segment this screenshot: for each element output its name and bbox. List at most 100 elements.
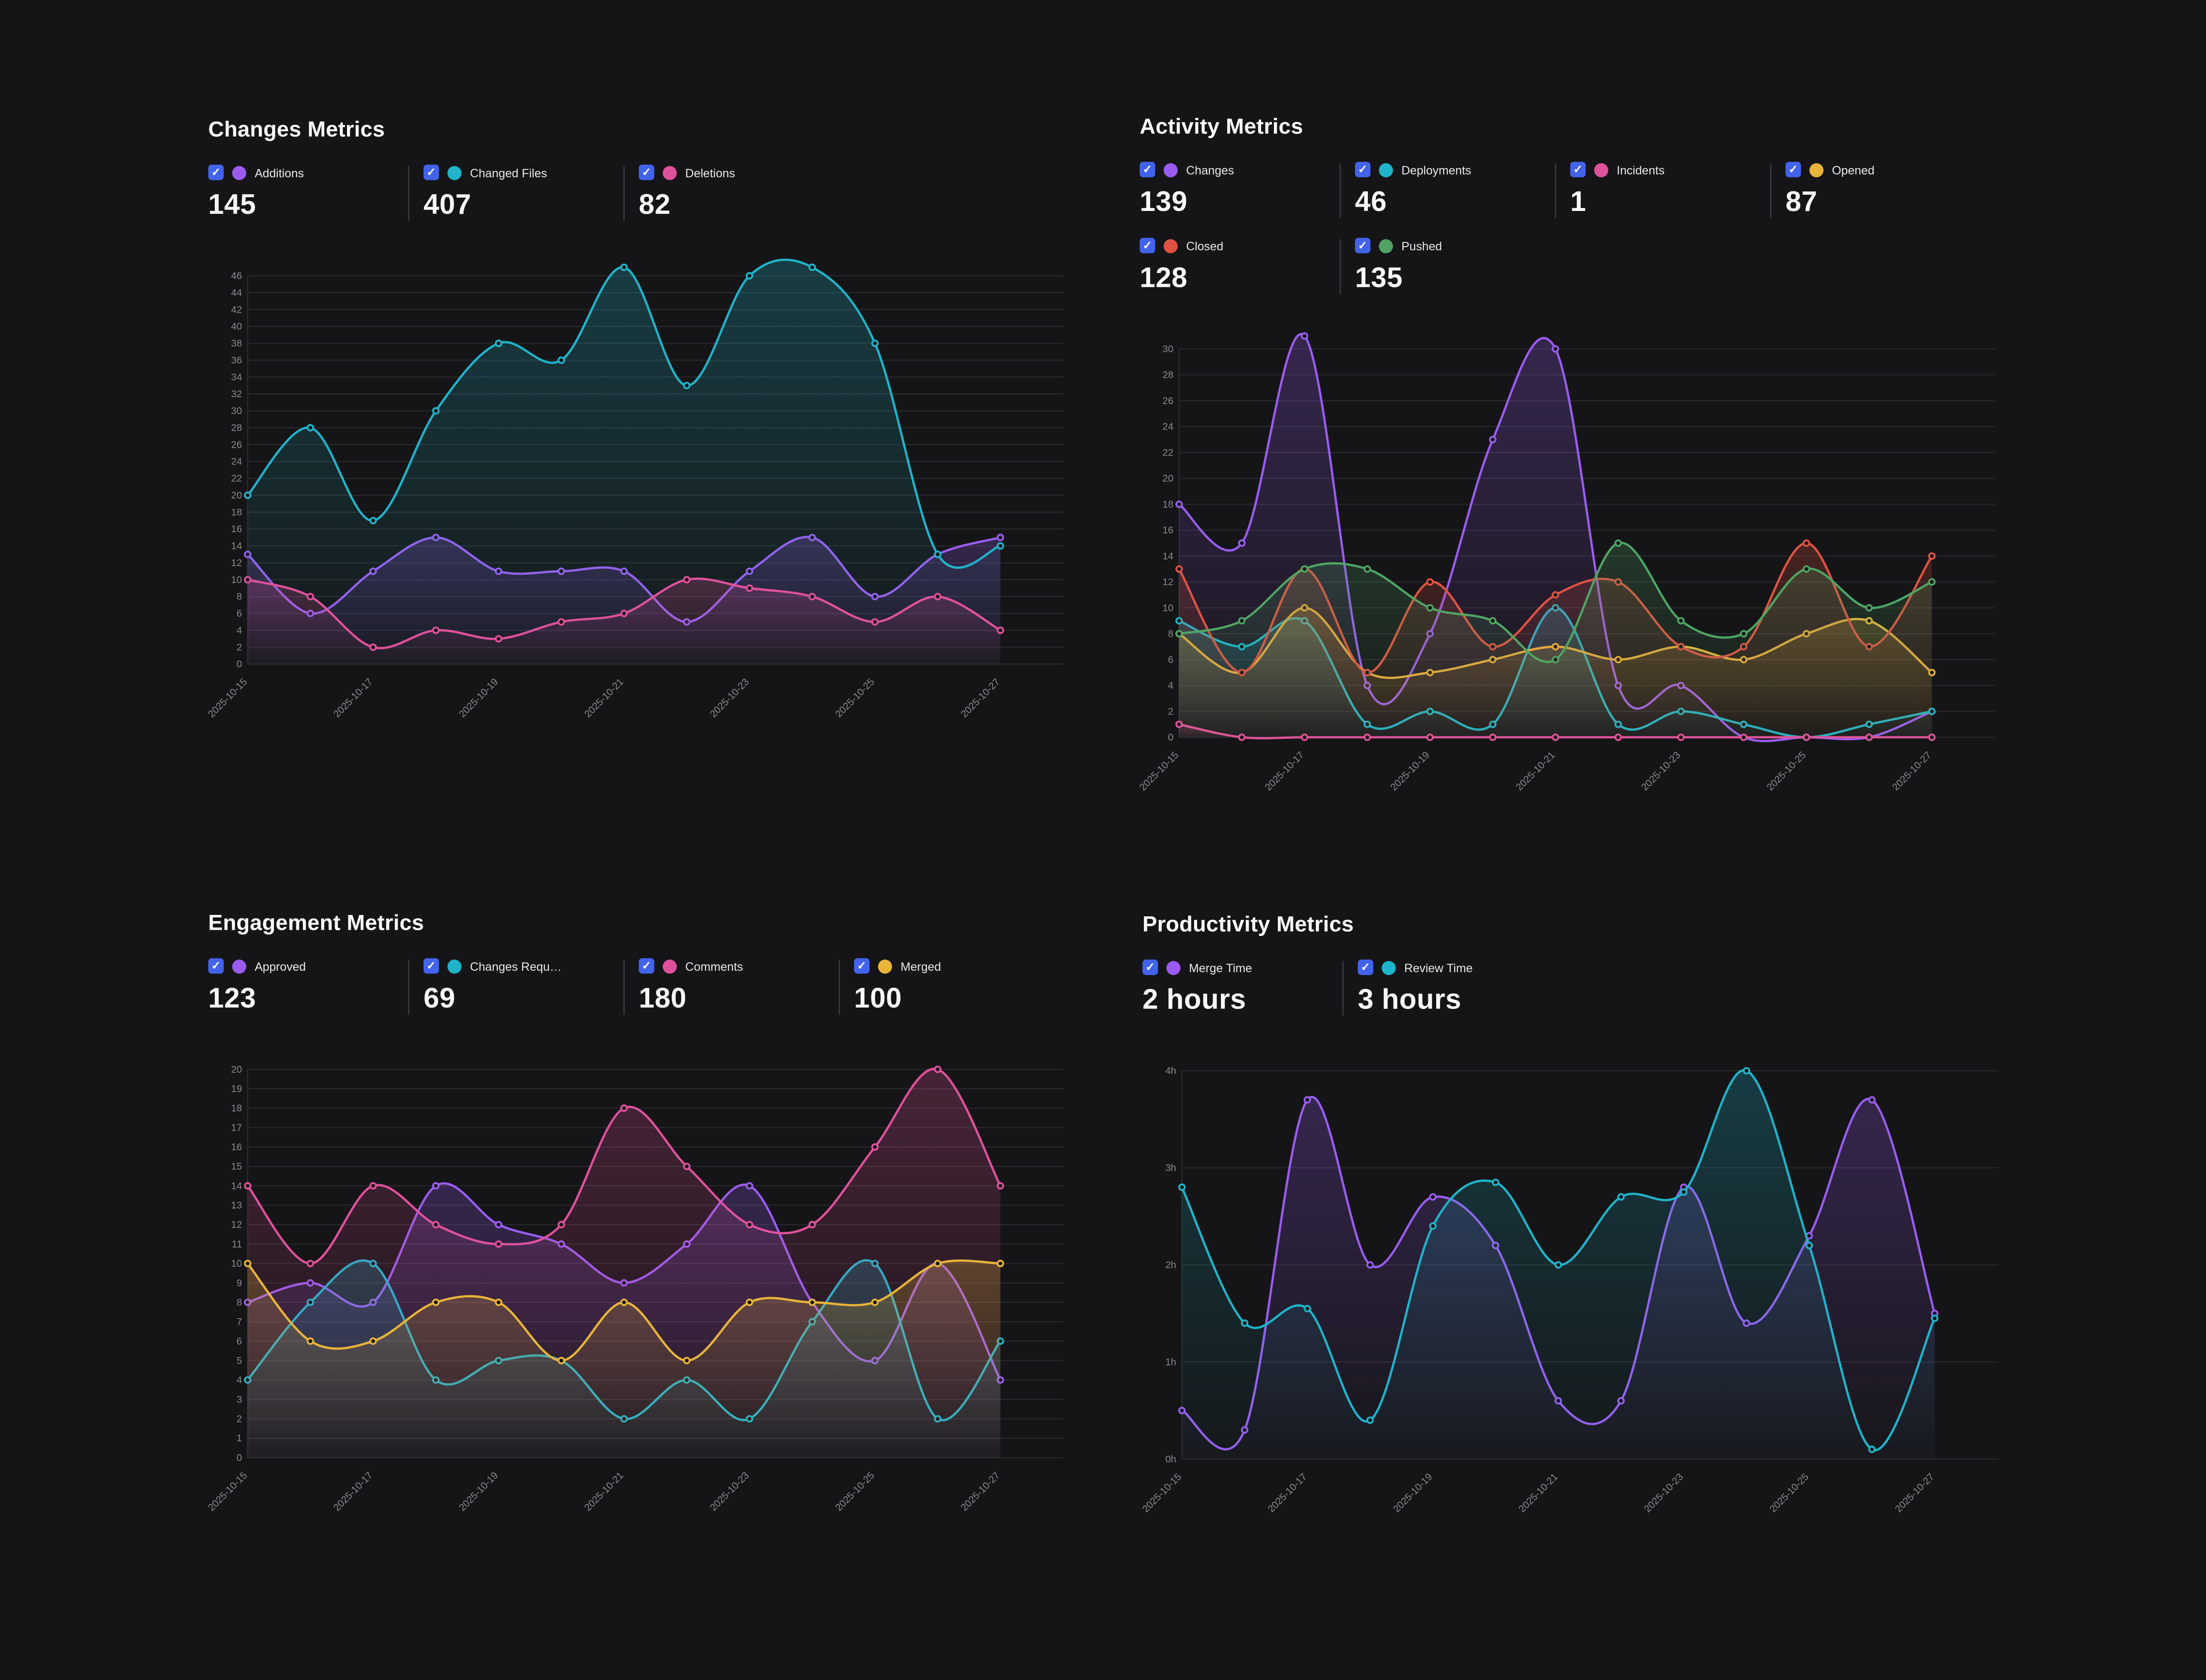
legend-checkbox[interactable] [423, 164, 439, 180]
series-total: 1 [1570, 187, 1586, 218]
legend-item-opened: Opened 87 [1770, 162, 2001, 220]
legend-item-additions: Additions 145 [208, 164, 423, 222]
svg-text:2025-10-25: 2025-10-25 [1767, 1471, 1811, 1515]
series-total: 3 hours [1357, 985, 1461, 1016]
series-total: 135 [1355, 263, 1403, 294]
svg-text:1: 1 [237, 1433, 242, 1444]
series-total: 2 hours [1142, 985, 1246, 1016]
series-color-dot [1163, 238, 1178, 253]
svg-text:26: 26 [231, 439, 242, 450]
series-label: Merge Time [1189, 960, 1252, 975]
legend-item-merge-time: Merge Time 2 hours [1142, 959, 1358, 1018]
svg-text:2025-10-25: 2025-10-25 [833, 1470, 877, 1513]
svg-text:12: 12 [231, 557, 242, 568]
svg-text:46: 46 [231, 271, 242, 282]
legend-checkbox[interactable] [208, 958, 224, 974]
panel-activity-metrics: Activity Metrics Changes 139 Deployments… [1137, 116, 2006, 815]
svg-text:10: 10 [231, 574, 242, 585]
svg-text:6: 6 [237, 608, 242, 619]
svg-text:4h: 4h [1166, 1065, 1177, 1076]
series-total: 123 [208, 983, 256, 1015]
series-label: Incidents [1617, 162, 1665, 177]
series-color-dot [1381, 960, 1396, 975]
productivity-metrics-line-chart[interactable]: 0h 1h 2h 3h 4h 2025-10-15 2025-10-17 2025-10-19… [1140, 1051, 2001, 1536]
legend-checkbox[interactable] [639, 958, 654, 974]
legend: Changes 139 Deployments 46 Incidents 1 [1139, 162, 2006, 295]
legend-checkbox[interactable] [423, 958, 439, 974]
legend-checkbox[interactable] [1786, 162, 1801, 178]
panel-title: Engagement Metrics [208, 912, 424, 936]
series-total: 145 [208, 189, 256, 221]
svg-text:2025-10-19: 2025-10-19 [457, 1470, 500, 1513]
svg-text:2025-10-23: 2025-10-23 [708, 676, 751, 720]
svg-text:14: 14 [231, 541, 242, 552]
legend-checkbox[interactable] [854, 958, 870, 974]
legend-checkbox[interactable] [639, 164, 654, 180]
svg-text:2025-10-21: 2025-10-21 [582, 676, 626, 720]
svg-text:0h: 0h [1166, 1454, 1177, 1465]
series-label: Comments [685, 959, 743, 973]
svg-text:2025-10-21: 2025-10-21 [1514, 749, 1557, 793]
svg-text:15: 15 [231, 1161, 242, 1172]
svg-text:20: 20 [231, 1064, 242, 1075]
svg-text:16: 16 [231, 524, 242, 535]
svg-text:10: 10 [1163, 602, 1174, 613]
svg-text:18: 18 [231, 507, 242, 518]
svg-text:10: 10 [231, 1258, 242, 1269]
svg-text:2h: 2h [1166, 1260, 1177, 1270]
svg-text:2025-10-15: 2025-10-15 [1140, 1471, 1184, 1515]
series-color-dot [662, 165, 677, 179]
legend-checkbox[interactable] [208, 164, 224, 180]
series-label: Changed Files [470, 165, 547, 179]
series-label: Review Time [1404, 960, 1473, 975]
series-color-dot [447, 165, 462, 179]
svg-text:2025-10-17: 2025-10-17 [331, 676, 375, 720]
svg-text:2025-10-23: 2025-10-23 [1639, 749, 1683, 793]
engagement-metrics-line-chart[interactable]: 012345678910111213141516171819202025-10-… [206, 1050, 1066, 1535]
svg-text:3h: 3h [1166, 1163, 1177, 1174]
svg-text:30: 30 [231, 406, 242, 417]
series-total: 69 [423, 983, 456, 1015]
svg-text:11: 11 [232, 1239, 242, 1250]
series-total: 46 [1355, 187, 1387, 218]
svg-text:24: 24 [1163, 421, 1174, 432]
legend-checkbox[interactable] [1355, 238, 1371, 253]
legend-item-closed: Closed 128 [1139, 238, 1355, 295]
svg-text:2: 2 [237, 1414, 242, 1425]
svg-text:12: 12 [231, 1219, 242, 1230]
series-color-dot [1809, 162, 1824, 177]
legend-checkbox[interactable] [1142, 959, 1158, 975]
svg-text:18: 18 [1163, 499, 1174, 510]
svg-text:2025-10-21: 2025-10-21 [582, 1470, 626, 1513]
panel-title: Changes Metrics [208, 118, 385, 142]
legend-checkbox[interactable] [1570, 162, 1586, 178]
series-label: Deletions [685, 165, 735, 179]
svg-text:2: 2 [1168, 706, 1173, 717]
svg-text:36: 36 [231, 355, 242, 366]
changes-metrics-line-chart[interactable]: 0246810121416182022242628303234363840424… [206, 256, 1066, 742]
svg-text:28: 28 [1163, 369, 1174, 380]
svg-text:2025-10-27: 2025-10-27 [959, 1470, 1002, 1513]
series-total: 87 [1786, 187, 1817, 218]
svg-text:2025-10-15: 2025-10-15 [206, 1470, 250, 1513]
series-label: Deployments [1401, 162, 1471, 177]
legend-item-approved: Approved 123 [208, 958, 423, 1016]
svg-text:4: 4 [237, 1375, 242, 1386]
svg-text:22: 22 [231, 473, 242, 484]
legend-checkbox[interactable] [1355, 162, 1371, 178]
series-label: Changes [1186, 162, 1234, 177]
legend-checkbox[interactable] [1357, 959, 1374, 975]
legend-checkbox[interactable] [1139, 162, 1156, 178]
series-label: Closed [1186, 238, 1224, 253]
svg-text:16: 16 [231, 1142, 242, 1153]
series-color-dot [662, 959, 677, 973]
svg-text:2025-10-19: 2025-10-19 [1388, 749, 1432, 793]
svg-text:2025-10-19: 2025-10-19 [457, 676, 500, 720]
legend-checkbox[interactable] [1139, 238, 1156, 253]
svg-text:40: 40 [231, 321, 242, 332]
series-total: 407 [423, 189, 472, 221]
series-color-dot [1163, 162, 1178, 177]
svg-text:2025-10-25: 2025-10-25 [1765, 749, 1808, 793]
